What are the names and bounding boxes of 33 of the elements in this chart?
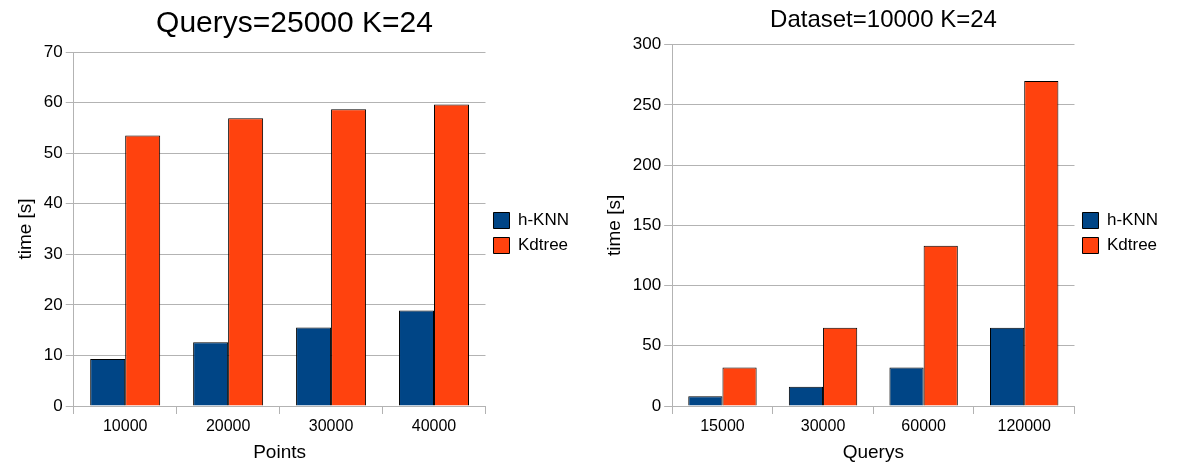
y-tick-label: 30 bbox=[43, 243, 63, 263]
x-tick-label: 120000 bbox=[997, 417, 1051, 435]
y-tick-label: 40 bbox=[43, 193, 63, 213]
x-axis-title: Points bbox=[253, 440, 307, 462]
y-tick-label: 60 bbox=[43, 92, 63, 112]
y-tick-label: 0 bbox=[53, 395, 63, 415]
x-tick-label: 30000 bbox=[800, 417, 846, 435]
x-tick-label: 15000 bbox=[700, 417, 745, 435]
y-tick-label: 300 bbox=[632, 34, 662, 54]
legend-label: h-KNN bbox=[1106, 210, 1159, 230]
y-tick-label: 10 bbox=[43, 345, 63, 365]
y-tick-label: 150 bbox=[632, 215, 662, 235]
legend-label: h-KNN bbox=[517, 210, 570, 230]
y-tick-label: 20 bbox=[43, 294, 63, 314]
y-tick-label: 200 bbox=[632, 154, 662, 174]
y-tick-label: 70 bbox=[43, 41, 63, 61]
x-tick-label: 60000 bbox=[901, 417, 946, 435]
y-tick-label: 100 bbox=[632, 275, 662, 295]
legend-label: Kdtree bbox=[1106, 235, 1158, 255]
y-tick-label: 0 bbox=[651, 395, 662, 415]
x-tick-label: 20000 bbox=[205, 417, 251, 435]
x-tick-label: 40000 bbox=[411, 417, 457, 435]
x-axis-title: Querys bbox=[842, 440, 904, 462]
chart-title: Querys=25000 K=24 bbox=[156, 5, 433, 39]
x-tick-label: 30000 bbox=[308, 417, 354, 435]
y-tick-label: 50 bbox=[642, 335, 662, 355]
y-tick-label: 250 bbox=[632, 94, 662, 114]
x-tick-label: 10000 bbox=[102, 417, 148, 435]
y-axis-title: time [s] bbox=[13, 198, 35, 260]
y-tick-label: 50 bbox=[43, 142, 63, 162]
chart-title: Dataset=10000 K=24 bbox=[770, 5, 997, 33]
legend-label: Kdtree bbox=[517, 235, 569, 255]
y-axis-title: time [s] bbox=[602, 194, 624, 257]
